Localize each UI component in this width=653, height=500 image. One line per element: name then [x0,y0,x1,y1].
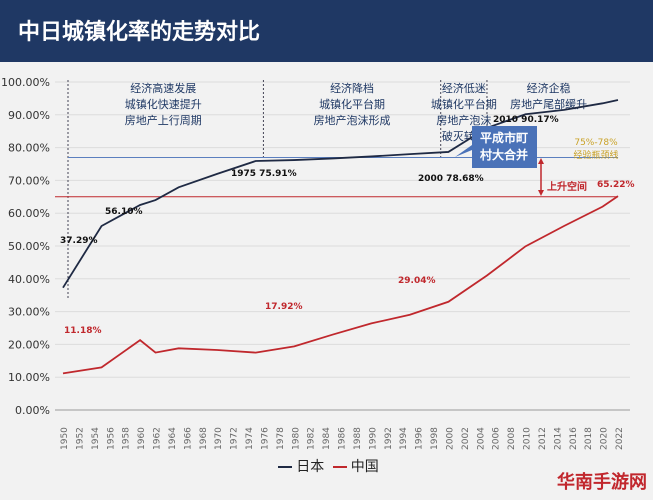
y-tick-label: 60.00% [8,207,50,220]
x-tick-label: 2020 [600,427,610,450]
x-tick-label: 1998 [430,427,440,450]
label-cn-1950: 11.18% [64,326,102,336]
x-tick-label: 1952 [75,427,85,450]
legend: 日本 中国 [0,456,653,476]
y-tick-label: 40.00% [8,273,50,286]
x-tick-label: 1970 [214,427,224,450]
y-tick-label: 20.00% [8,338,50,351]
legend-swatch-japan [278,466,293,468]
x-tick-label: 1978 [276,427,286,450]
x-tick-label: 1966 [183,427,193,450]
x-tick-label: 2014 [553,427,563,450]
arrow-head-down [538,190,544,196]
x-tick-label: 1986 [338,427,348,450]
legend-label-japan: 日本 [296,459,325,475]
threshold-label: 经验瓶颈线 [573,149,618,161]
watermark-logo: 华南手游网 [557,472,647,493]
x-tick-label: 2012 [538,427,548,450]
label-jp-2000: 2000 78.68% [418,174,484,184]
x-tick-label: 1958 [122,427,132,450]
arrow-head-up [538,158,544,164]
x-tick-label: 2018 [584,427,594,450]
label-cn-1995: 29.04% [398,276,436,286]
callout-box [455,126,537,168]
x-tick-label: 2006 [492,427,502,450]
x-tick-label: 1984 [322,427,332,450]
y-tick-label: 10.00% [8,371,50,384]
label-jp-1975: 1975 75.91% [231,169,297,179]
period-label: 城镇化平台期 [319,97,385,111]
x-tick-label: 1954 [91,427,101,450]
x-tick-label: 1990 [368,427,378,450]
x-tick-label: 2004 [476,427,486,450]
x-tick-label: 1996 [415,427,425,450]
x-tick-label: 1950 [60,427,70,450]
x-tick-label: 1972 [230,427,240,450]
period-label: 房地产上行周期 [125,113,202,127]
legend-swatch-china [332,466,347,468]
x-tick-label: 1980 [291,427,301,450]
y-tick-label: 0.00% [15,404,50,417]
x-tick-label: 2016 [569,427,579,450]
x-tick-label: 1964 [168,427,178,450]
label-cn-1975: 17.92% [265,302,303,312]
period-label: 城镇化平台期 [431,97,497,111]
x-tick-label: 1968 [199,427,209,450]
label-jp-2010: 2010 90.17% [493,115,559,125]
x-tick-label: 1962 [153,427,163,450]
legend-label-china: 中国 [350,459,379,475]
callout-text: 平成市町 [480,130,528,145]
y-tick-label: 50.00% [8,240,50,253]
gap-label: 上升空间 [547,180,587,193]
x-tick-label: 1992 [384,427,394,450]
x-tick-label: 1956 [106,427,116,450]
period-label: 经济高速发展 [130,81,196,95]
x-tick-label: 1988 [353,427,363,450]
label-jp-1955: 56.10% [105,207,143,217]
period-label: 经济低迷 [442,81,486,95]
x-tick-label: 2022 [615,427,625,450]
y-tick-label: 70.00% [8,174,50,187]
period-label: 房地产泡沫 [436,113,491,127]
y-tick-label: 30.00% [8,306,50,319]
callout-text: 村大合并 [480,147,528,162]
x-tick-label: 2008 [507,427,517,450]
label-cn-2022: 65.22% [597,180,635,190]
threshold-label: 75%-78% [574,138,618,148]
series-line-china [62,195,619,375]
title-bar: 中日城镇化率的走势对比 [0,0,653,62]
y-tick-label: 90.00% [8,109,50,122]
period-label: 城镇化快速提升 [125,97,202,111]
x-tick-label: 1994 [399,427,409,450]
y-tick-label: 100.00% [1,76,50,89]
x-tick-label: 1982 [307,427,317,450]
x-tick-label: 2000 [445,427,455,450]
period-label: 经济企稳 [527,81,571,95]
period-label: 房地产泡沫形成 [314,113,391,127]
x-tick-label: 2010 [523,427,533,450]
x-tick-label: 2002 [461,427,471,450]
x-tick-label: 1974 [245,427,255,450]
x-tick-label: 1976 [260,427,270,450]
x-tick-label: 1960 [137,427,147,450]
label-jp-1950: 37.29% [60,236,98,246]
period-label: 经济降档 [330,81,374,95]
period-label: 房地产尾部缓升 [510,97,587,111]
page-title: 中日城镇化率的走势对比 [18,20,261,45]
y-tick-label: 80.00% [8,142,50,155]
